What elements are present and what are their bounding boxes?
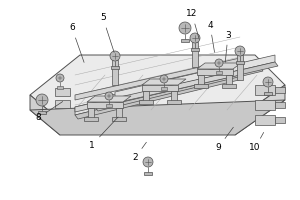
Polygon shape bbox=[30, 95, 60, 135]
Polygon shape bbox=[275, 117, 285, 123]
Text: 8: 8 bbox=[35, 102, 63, 122]
Polygon shape bbox=[55, 88, 70, 96]
Polygon shape bbox=[198, 75, 204, 86]
Polygon shape bbox=[236, 61, 244, 64]
Text: 5: 5 bbox=[100, 14, 114, 52]
Circle shape bbox=[235, 46, 245, 56]
Polygon shape bbox=[275, 102, 285, 108]
Polygon shape bbox=[142, 85, 178, 91]
Polygon shape bbox=[116, 108, 122, 119]
Polygon shape bbox=[111, 66, 119, 69]
Circle shape bbox=[160, 75, 168, 83]
Polygon shape bbox=[192, 42, 198, 67]
Circle shape bbox=[56, 74, 64, 82]
Text: 9: 9 bbox=[215, 127, 233, 152]
Polygon shape bbox=[30, 100, 285, 135]
Polygon shape bbox=[226, 75, 232, 86]
Circle shape bbox=[263, 77, 273, 87]
Circle shape bbox=[105, 92, 113, 100]
Polygon shape bbox=[30, 55, 285, 120]
Text: 4: 4 bbox=[207, 21, 214, 52]
Text: 3: 3 bbox=[225, 30, 231, 62]
Polygon shape bbox=[112, 117, 126, 121]
Polygon shape bbox=[87, 102, 123, 108]
Polygon shape bbox=[255, 115, 275, 125]
Polygon shape bbox=[255, 100, 275, 110]
Polygon shape bbox=[139, 100, 153, 104]
Polygon shape bbox=[75, 70, 240, 112]
Polygon shape bbox=[143, 91, 149, 102]
Polygon shape bbox=[191, 48, 199, 51]
Polygon shape bbox=[88, 108, 94, 119]
Text: 2: 2 bbox=[132, 142, 146, 162]
Polygon shape bbox=[57, 86, 63, 89]
Polygon shape bbox=[115, 62, 278, 103]
Text: 6: 6 bbox=[69, 23, 84, 62]
Polygon shape bbox=[87, 96, 131, 102]
Polygon shape bbox=[142, 79, 186, 85]
Circle shape bbox=[190, 33, 200, 43]
Polygon shape bbox=[237, 55, 243, 80]
Polygon shape bbox=[106, 104, 112, 107]
Polygon shape bbox=[264, 92, 272, 95]
Polygon shape bbox=[75, 67, 240, 115]
Polygon shape bbox=[181, 39, 189, 42]
Polygon shape bbox=[161, 87, 167, 90]
Polygon shape bbox=[144, 172, 152, 175]
Polygon shape bbox=[112, 60, 118, 85]
Polygon shape bbox=[167, 100, 181, 104]
Polygon shape bbox=[55, 100, 70, 108]
Circle shape bbox=[179, 22, 191, 34]
Polygon shape bbox=[255, 85, 275, 95]
Text: 12: 12 bbox=[186, 9, 199, 39]
Circle shape bbox=[215, 59, 223, 67]
Polygon shape bbox=[197, 63, 241, 69]
Circle shape bbox=[143, 157, 153, 167]
Circle shape bbox=[36, 94, 48, 106]
Polygon shape bbox=[222, 84, 236, 88]
Text: 1: 1 bbox=[89, 117, 118, 150]
Polygon shape bbox=[75, 58, 240, 100]
Polygon shape bbox=[38, 111, 46, 114]
Polygon shape bbox=[115, 55, 275, 99]
Polygon shape bbox=[235, 85, 285, 135]
Polygon shape bbox=[197, 69, 233, 75]
Polygon shape bbox=[275, 87, 285, 93]
Circle shape bbox=[110, 51, 120, 61]
Polygon shape bbox=[216, 71, 222, 74]
Polygon shape bbox=[95, 67, 263, 111]
Polygon shape bbox=[194, 84, 208, 88]
Polygon shape bbox=[171, 91, 177, 102]
Polygon shape bbox=[84, 117, 98, 121]
Polygon shape bbox=[95, 59, 260, 107]
Text: 10: 10 bbox=[249, 132, 264, 152]
Polygon shape bbox=[75, 75, 243, 119]
